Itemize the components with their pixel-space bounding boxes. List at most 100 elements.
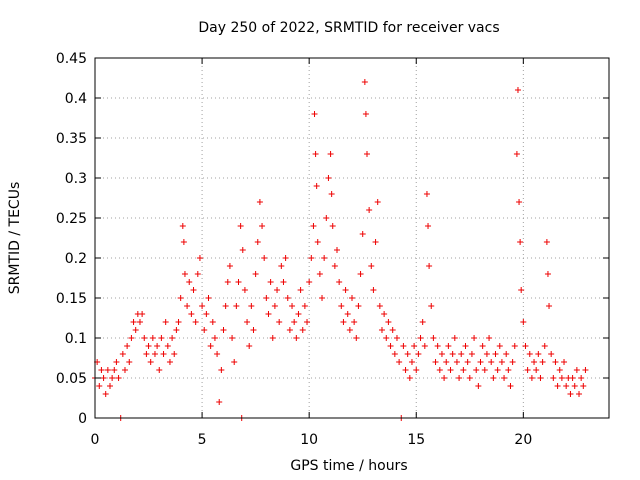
data-point xyxy=(171,351,178,357)
data-point xyxy=(387,343,394,349)
y-axis-ticks: 0 0.05 0.1 0.15 0.2 0.25 0.3 0.35 0.4 0.45 xyxy=(56,51,609,427)
data-point xyxy=(462,343,469,349)
data-point xyxy=(477,359,484,365)
data-point xyxy=(316,271,323,277)
data-point xyxy=(404,351,411,357)
data-point xyxy=(419,319,426,325)
data-point xyxy=(199,303,206,309)
data-point xyxy=(522,343,529,349)
data-point xyxy=(443,359,450,365)
data-point xyxy=(128,335,135,341)
data-point xyxy=(511,343,518,349)
data-point xyxy=(192,319,199,325)
data-point xyxy=(96,383,103,389)
data-point xyxy=(406,375,413,381)
data-point xyxy=(391,351,398,357)
data-point xyxy=(518,287,525,293)
data-point xyxy=(541,343,548,349)
data-point xyxy=(524,367,531,373)
data-point xyxy=(194,271,201,277)
data-point xyxy=(98,367,105,373)
data-point xyxy=(319,295,326,301)
data-point xyxy=(415,351,422,357)
data-point xyxy=(184,303,191,309)
data-point xyxy=(188,311,195,317)
data-point xyxy=(580,383,587,389)
x-axis-ticks: 0 5 10 15 20 xyxy=(91,58,532,448)
y-tick-label: 0.2 xyxy=(65,251,87,267)
data-point xyxy=(558,375,565,381)
data-point xyxy=(286,327,293,333)
data-point xyxy=(554,383,561,389)
data-points xyxy=(92,79,589,421)
data-point xyxy=(166,359,173,365)
data-point xyxy=(488,359,495,365)
data-point xyxy=(289,303,296,309)
chart-title: Day 250 of 2022, SRMTID for receiver vac… xyxy=(198,20,499,36)
data-point xyxy=(220,327,227,333)
data-point xyxy=(366,207,373,213)
data-point xyxy=(381,311,388,317)
data-point xyxy=(314,239,321,245)
data-point xyxy=(490,375,497,381)
data-point xyxy=(544,271,551,277)
data-point xyxy=(426,263,433,269)
data-point xyxy=(453,359,460,365)
data-point xyxy=(436,367,443,373)
data-point xyxy=(162,319,169,325)
data-point xyxy=(552,359,559,365)
data-point xyxy=(259,223,266,229)
data-point xyxy=(241,287,248,293)
data-point xyxy=(578,375,585,381)
data-point xyxy=(496,343,503,349)
data-point xyxy=(546,303,553,309)
data-point xyxy=(385,319,392,325)
data-point xyxy=(308,255,315,261)
data-point xyxy=(226,263,233,269)
data-point xyxy=(329,223,336,229)
data-point xyxy=(321,255,328,261)
data-point xyxy=(537,375,544,381)
data-point xyxy=(563,383,570,389)
data-point xyxy=(280,279,287,285)
data-point xyxy=(425,223,432,229)
data-point xyxy=(517,239,524,245)
data-point xyxy=(239,247,246,253)
x-tick-label: 20 xyxy=(514,432,532,448)
data-point xyxy=(456,375,463,381)
data-point xyxy=(400,343,407,349)
data-point xyxy=(441,375,448,381)
data-point xyxy=(421,343,428,349)
data-point xyxy=(520,319,527,325)
data-point xyxy=(327,151,334,157)
data-point xyxy=(434,343,441,349)
data-point xyxy=(344,311,351,317)
data-point xyxy=(100,375,107,381)
data-point xyxy=(336,279,343,285)
data-point xyxy=(346,327,353,333)
data-point xyxy=(313,183,320,189)
data-point xyxy=(160,351,167,357)
data-point xyxy=(573,367,580,373)
data-point xyxy=(246,343,253,349)
data-point xyxy=(331,263,338,269)
data-point xyxy=(104,367,111,373)
data-point xyxy=(205,295,212,301)
data-point xyxy=(351,319,358,325)
data-point xyxy=(276,319,283,325)
data-point xyxy=(438,351,445,357)
data-point xyxy=(154,343,161,349)
data-point xyxy=(576,391,583,397)
data-point xyxy=(299,327,306,333)
data-point xyxy=(250,327,257,333)
data-point xyxy=(466,375,473,381)
data-point xyxy=(235,279,242,285)
data-point xyxy=(149,335,156,341)
x-tick-label: 15 xyxy=(407,432,425,448)
data-point xyxy=(486,335,493,341)
data-point xyxy=(349,295,355,301)
data-point xyxy=(471,335,478,341)
data-point xyxy=(340,319,347,325)
data-point xyxy=(181,271,188,277)
data-point xyxy=(312,151,319,157)
